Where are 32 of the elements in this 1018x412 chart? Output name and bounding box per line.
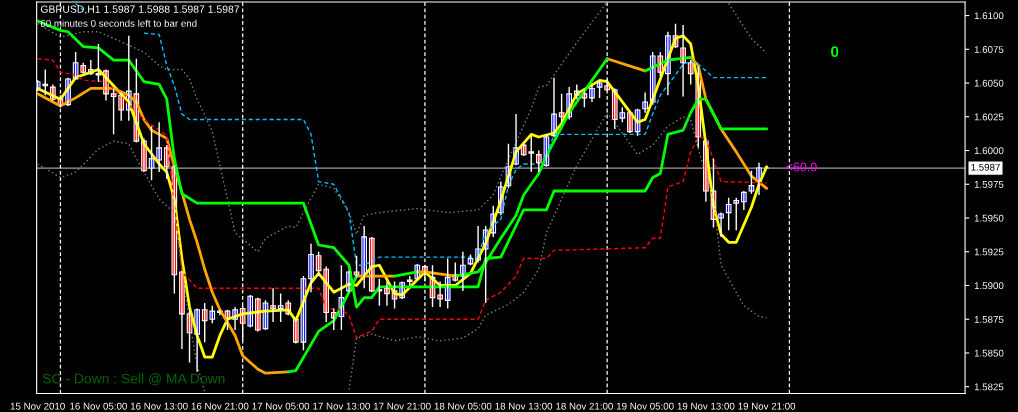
y-tick-label: 1.5950 [974, 214, 1004, 222]
y-tick-label: 1.5825 [974, 383, 1004, 391]
x-tick-label: 19 Nov 05:00 [616, 402, 674, 410]
ref-line-label: 1.5987 [971, 163, 1000, 171]
x-tick-label: 17 Nov 21:00 [373, 402, 431, 410]
annotation: 0 [831, 46, 839, 58]
y-tick-label: 1.6100 [974, 12, 1004, 20]
annotation: <60.0 [786, 162, 817, 172]
y-tick-label: 1.5875 [974, 315, 1004, 323]
chart-title: GBPUSD,H1 1.5987 1.5988 1.5987 1.5987 [40, 5, 240, 15]
y-tick-label: 1.5850 [974, 349, 1004, 357]
y-tick-label: 1.6000 [974, 147, 1004, 155]
y-tick-label: 1.6075 [974, 46, 1004, 53]
x-tick-label: 15 Nov 2010 [10, 402, 65, 410]
x-tick-label: 16 Nov 13:00 [130, 402, 188, 410]
y-tick-label: 1.5925 [974, 248, 1004, 256]
y-tick-label: 1.5900 [974, 282, 1004, 290]
x-tick-label: 16 Nov 21:00 [191, 402, 249, 410]
y-tick-label: 1.6025 [974, 113, 1004, 121]
x-tick-label: 19 Nov 21:00 [738, 402, 796, 410]
x-tick-label: 17 Nov 05:00 [252, 402, 310, 410]
y-tick-label: 1.6050 [974, 79, 1004, 87]
x-tick-label: 19 Nov 13:00 [677, 402, 735, 410]
x-tick-label: 18 Nov 05:00 [434, 402, 492, 410]
y-tick-label: 1.5975 [974, 181, 1004, 188]
annotation: SC - Down : Sell @ MA Down [42, 373, 225, 386]
x-tick-label: 17 Nov 13:00 [313, 402, 370, 410]
x-tick-label: 18 Nov 13:00 [495, 402, 553, 410]
x-tick-label: 18 Nov 21:00 [556, 402, 613, 410]
candlestick [733, 197, 740, 231]
text: 60 minutes 0 seconds left to bar end [40, 19, 197, 27]
x-tick-label: 16 Nov 05:00 [70, 402, 127, 410]
